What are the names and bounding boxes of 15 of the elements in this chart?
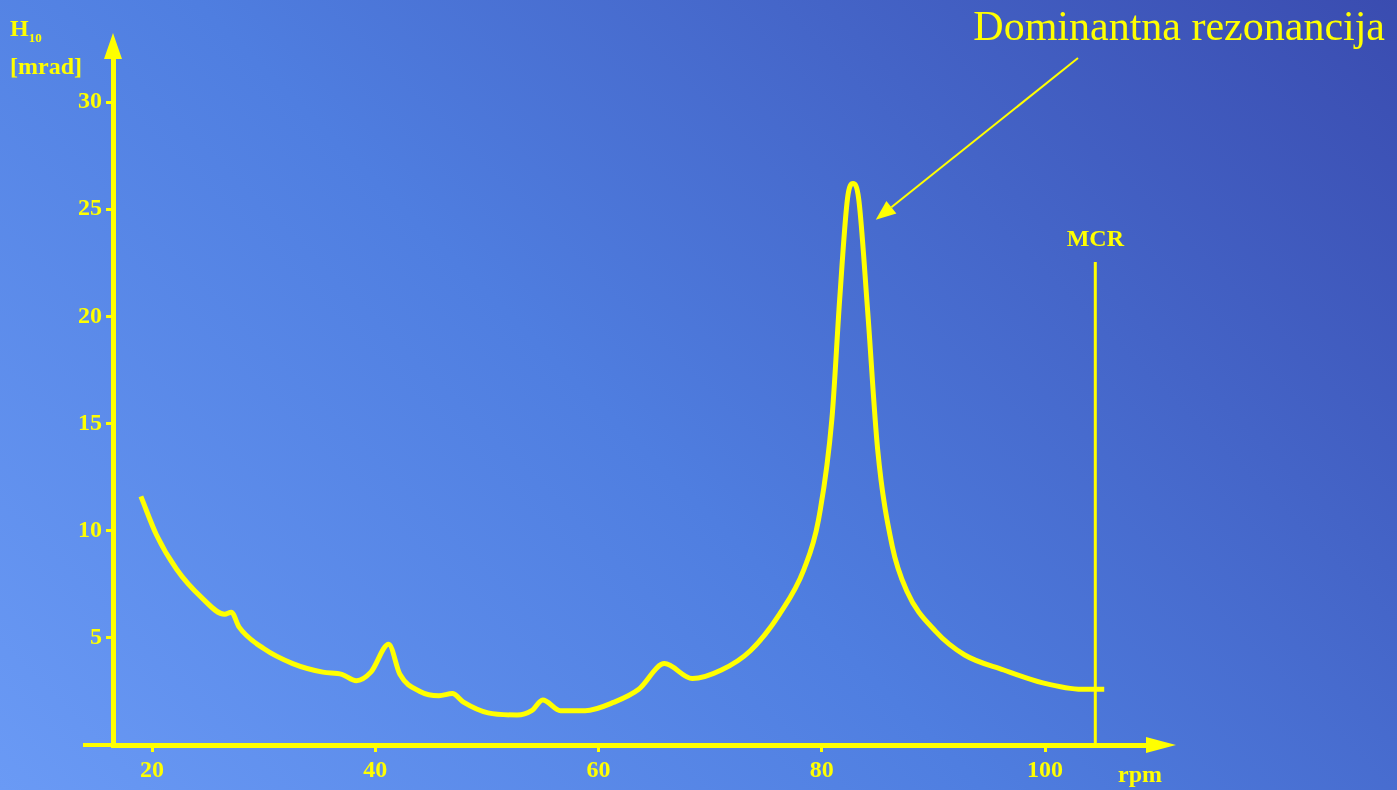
y-axis-title: H$_{10}$ [mrad] (10, 14, 82, 80)
y-tick-label: 10 (78, 515, 102, 542)
x-tick-label: 20 (140, 755, 165, 782)
y-tick-label: 25 (78, 194, 102, 221)
ref-line-label: MCR (1066, 225, 1125, 251)
x-tick-label: 40 (363, 755, 388, 782)
y-tick-label: 20 (78, 301, 102, 328)
text: Dominantna rezonancija (973, 3, 1386, 49)
x-tick-label: 100 (1027, 755, 1064, 782)
y-tick-label: 30 (78, 87, 102, 114)
y-tick-label: 15 (78, 408, 102, 435)
y-tick-label: 5 (90, 623, 102, 650)
x-tick-label: 60 (586, 755, 611, 782)
x-axis-title: rpm (1118, 761, 1162, 787)
x-tick-label: 80 (809, 755, 834, 782)
